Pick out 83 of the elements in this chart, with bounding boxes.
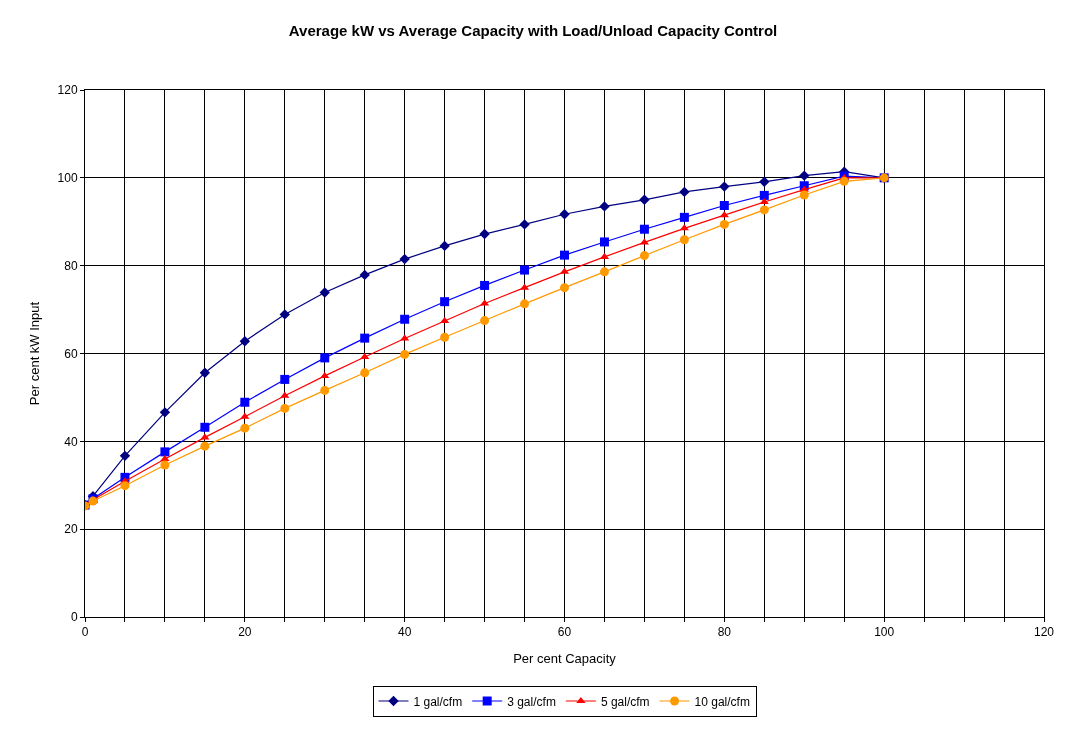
y-tick-label: 20 — [64, 522, 78, 537]
point — [759, 205, 769, 215]
point — [719, 211, 729, 218]
x-tick-label: 40 — [397, 625, 412, 640]
point — [280, 403, 290, 413]
point — [679, 235, 689, 245]
point — [199, 367, 211, 379]
y-tick-label: 0 — [70, 610, 78, 625]
legend-label: 10 gal/cfm — [694, 694, 750, 709]
y-tick-label: 80 — [64, 258, 78, 273]
x-axis-title: Per cent Capacity — [513, 651, 617, 666]
point — [240, 397, 250, 407]
point — [759, 176, 770, 187]
point — [399, 253, 410, 265]
point — [440, 332, 450, 342]
point — [400, 314, 410, 324]
point — [679, 186, 690, 198]
point — [719, 219, 729, 229]
point — [599, 201, 610, 212]
point — [359, 269, 370, 281]
y-tick-label: 100 — [57, 171, 78, 186]
point — [479, 228, 490, 240]
y-tick-label: 40 — [64, 434, 78, 449]
point — [239, 336, 251, 347]
point — [200, 422, 210, 432]
point — [160, 454, 170, 461]
x-tick-label: 0 — [81, 625, 89, 640]
point — [520, 299, 530, 309]
point — [480, 316, 490, 326]
point — [799, 190, 809, 200]
y-axis-title: Per cent kW Input — [26, 301, 42, 406]
point — [280, 374, 290, 384]
point — [240, 423, 250, 433]
point — [120, 481, 130, 491]
y-tick-label: 60 — [64, 346, 78, 361]
point — [719, 181, 730, 192]
point — [320, 385, 330, 395]
point — [400, 349, 410, 359]
point — [759, 190, 769, 200]
point — [279, 309, 290, 320]
point — [560, 283, 569, 293]
point — [319, 287, 330, 298]
point — [639, 224, 649, 234]
x-tick-label: 20 — [238, 625, 252, 640]
point — [560, 250, 569, 260]
point — [519, 219, 530, 230]
point — [559, 209, 570, 220]
point — [160, 460, 170, 470]
point — [599, 267, 609, 277]
point — [159, 407, 171, 418]
point — [440, 297, 450, 307]
point — [360, 368, 370, 378]
point — [200, 441, 210, 451]
point — [520, 265, 530, 275]
point — [639, 251, 649, 261]
point — [439, 240, 450, 252]
point — [360, 333, 370, 343]
legend-label: 1 gal/cfm — [413, 694, 463, 709]
point — [160, 447, 170, 457]
x-tick-label: 60 — [557, 625, 572, 640]
legend-label: 3 gal/cfm — [507, 694, 556, 709]
point — [679, 224, 689, 231]
y-tick-label: 120 — [57, 83, 78, 98]
point — [759, 197, 769, 204]
point — [119, 450, 131, 462]
point — [360, 353, 370, 360]
point — [320, 353, 330, 363]
point — [599, 237, 609, 247]
point — [240, 412, 250, 419]
point — [799, 170, 810, 181]
point — [400, 334, 410, 341]
point — [719, 201, 729, 210]
legend-label: 5 gal/cfm — [600, 694, 650, 709]
x-tick-label: 80 — [717, 625, 732, 640]
point — [280, 391, 290, 398]
chart-title: Average kW vs Average Capacity with Load/Unload Capacity Control — [288, 22, 778, 40]
point — [320, 371, 330, 378]
point — [679, 212, 689, 222]
point — [639, 194, 650, 205]
x-tick-label: 120 — [1033, 625, 1055, 640]
point — [839, 176, 849, 186]
point — [480, 280, 490, 290]
x-tick-label: 100 — [874, 625, 895, 640]
